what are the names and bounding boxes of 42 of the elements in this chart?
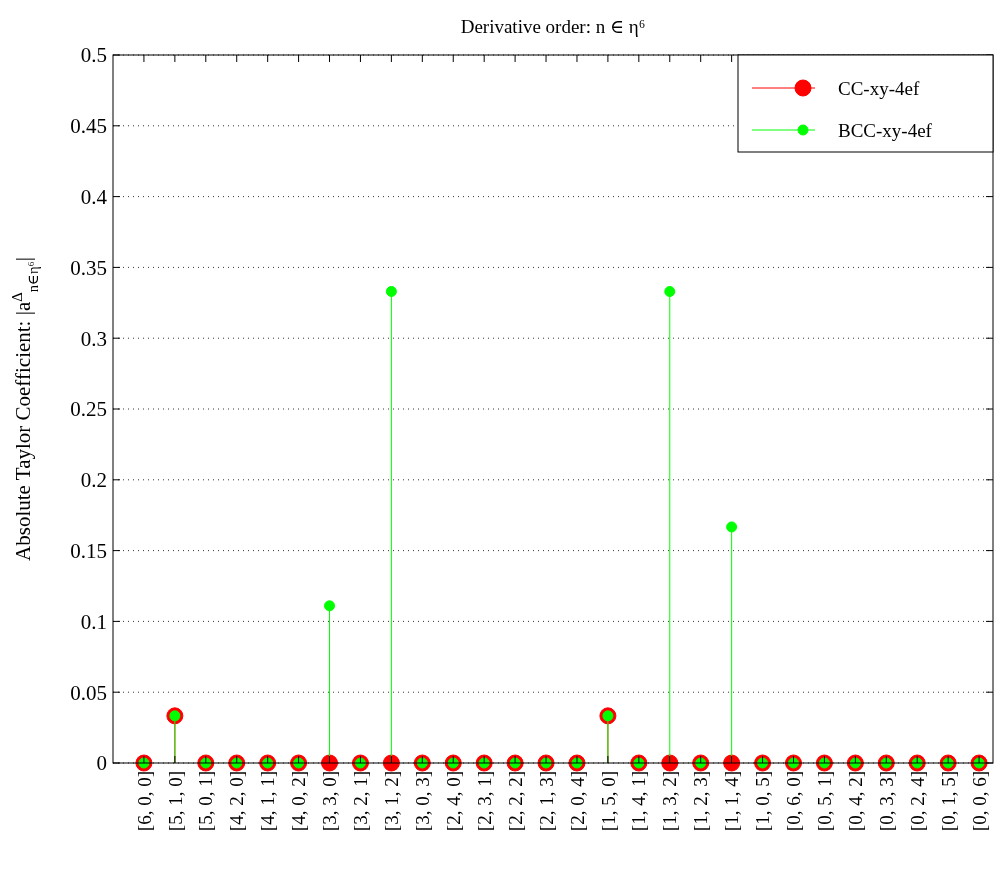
x-tick-label: [3, 3, 0] <box>319 771 341 832</box>
x-tick-label: [0, 2, 4] <box>906 771 928 832</box>
y-tick-label: 0.35 <box>70 255 107 280</box>
x-tick-label: [2, 3, 1] <box>473 771 495 832</box>
x-tick-label: [1, 2, 3] <box>690 771 712 832</box>
x-tick-label: [5, 1, 0] <box>164 771 186 832</box>
y-tick-label: 0.45 <box>70 114 107 139</box>
x-tick-label: [2, 1, 3] <box>535 771 557 832</box>
chart-title: Derivative order: n ∈ η⁶ <box>460 16 646 37</box>
x-tick-label: [0, 6, 0] <box>783 771 805 832</box>
y-tick-label: 0.25 <box>70 397 107 422</box>
y-tick-label: 0 <box>96 751 107 776</box>
x-tick-label: [3, 2, 1] <box>350 771 372 832</box>
x-tick-label: [0, 5, 1] <box>814 771 836 832</box>
x-tick-label: [1, 0, 5] <box>752 771 774 832</box>
y-tick-label: 0.3 <box>80 326 107 351</box>
x-tick-label: [5, 0, 1] <box>195 771 217 832</box>
y-tick-label: 0.4 <box>80 184 108 209</box>
x-tick-label: [1, 4, 1] <box>628 771 650 832</box>
y-tick-label: 0.2 <box>80 468 107 493</box>
x-tick-label: [4, 2, 0] <box>226 771 248 832</box>
x-tick-label: [0, 0, 6] <box>968 771 990 832</box>
legend-label: BCC-xy-4ef <box>838 119 933 141</box>
x-tick-label: [2, 0, 4] <box>566 771 588 832</box>
y-tick-label: 0.5 <box>80 43 107 68</box>
legend-label: CC-xy-4ef <box>838 77 920 99</box>
x-tick-label: [4, 1, 1] <box>257 771 279 832</box>
x-tick-label: [3, 0, 3] <box>411 771 433 832</box>
x-tick-label: [2, 4, 0] <box>442 771 464 832</box>
x-tick-label: [3, 1, 2] <box>381 771 403 832</box>
y-tick-label: 0.1 <box>80 609 107 634</box>
x-tick-label: [2, 2, 2] <box>504 771 526 832</box>
x-tick-label: [1, 3, 2] <box>659 771 681 832</box>
x-tick-label: [1, 1, 4] <box>721 771 743 832</box>
x-tick-label: [0, 4, 2] <box>845 771 867 832</box>
x-tick-label: [0, 1, 5] <box>937 771 959 832</box>
x-tick-label: [4, 0, 2] <box>288 771 310 832</box>
x-tick-label: [6, 0, 0] <box>133 771 155 832</box>
y-tick-label: 0.05 <box>70 680 107 705</box>
y-tick-label: 0.15 <box>70 538 107 563</box>
x-tick-label: [1, 5, 0] <box>597 771 619 832</box>
x-tick-label: [0, 3, 3] <box>875 771 897 832</box>
